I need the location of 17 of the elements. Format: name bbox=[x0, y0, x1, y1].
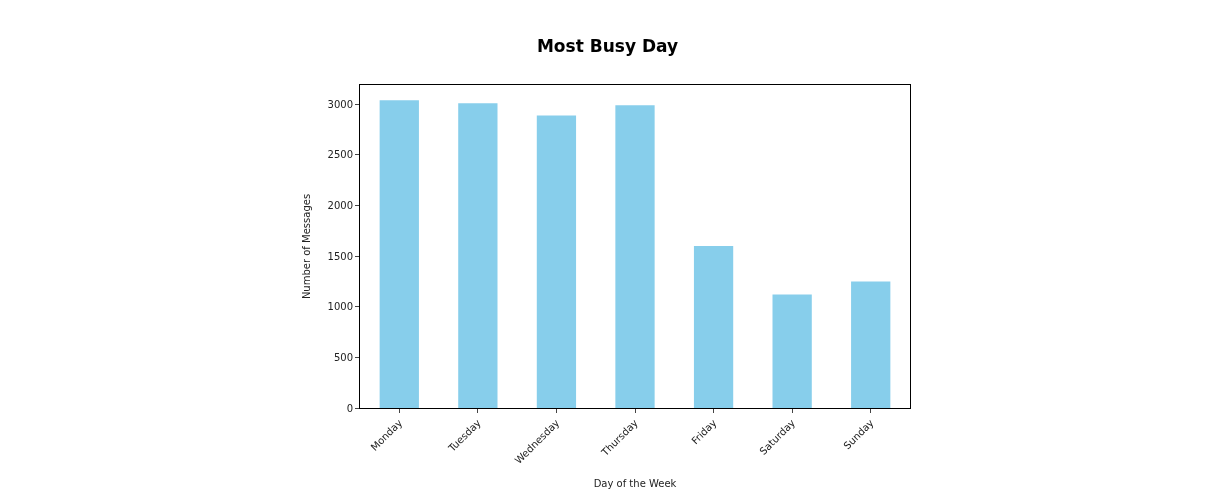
y-axis-title: Number of Messages bbox=[300, 193, 312, 300]
y-tick-label: 3000 bbox=[327, 98, 353, 110]
y-tick-label: 500 bbox=[333, 351, 353, 363]
x-axis-title: Day of the Week bbox=[593, 478, 677, 490]
y-tick-label: 1000 bbox=[327, 301, 353, 313]
y-tick-label: 0 bbox=[346, 402, 353, 414]
bar bbox=[379, 100, 419, 408]
bar bbox=[693, 245, 734, 408]
bar bbox=[851, 281, 891, 408]
y-tick-label: 2500 bbox=[327, 149, 353, 161]
bar bbox=[772, 294, 812, 408]
bar bbox=[536, 115, 577, 408]
bar bbox=[458, 103, 498, 408]
y-tick-label: 1500 bbox=[327, 250, 353, 262]
bar bbox=[615, 105, 655, 408]
y-tick-label: 2000 bbox=[327, 199, 353, 211]
chart-title: Most Busy Day bbox=[536, 35, 679, 56]
